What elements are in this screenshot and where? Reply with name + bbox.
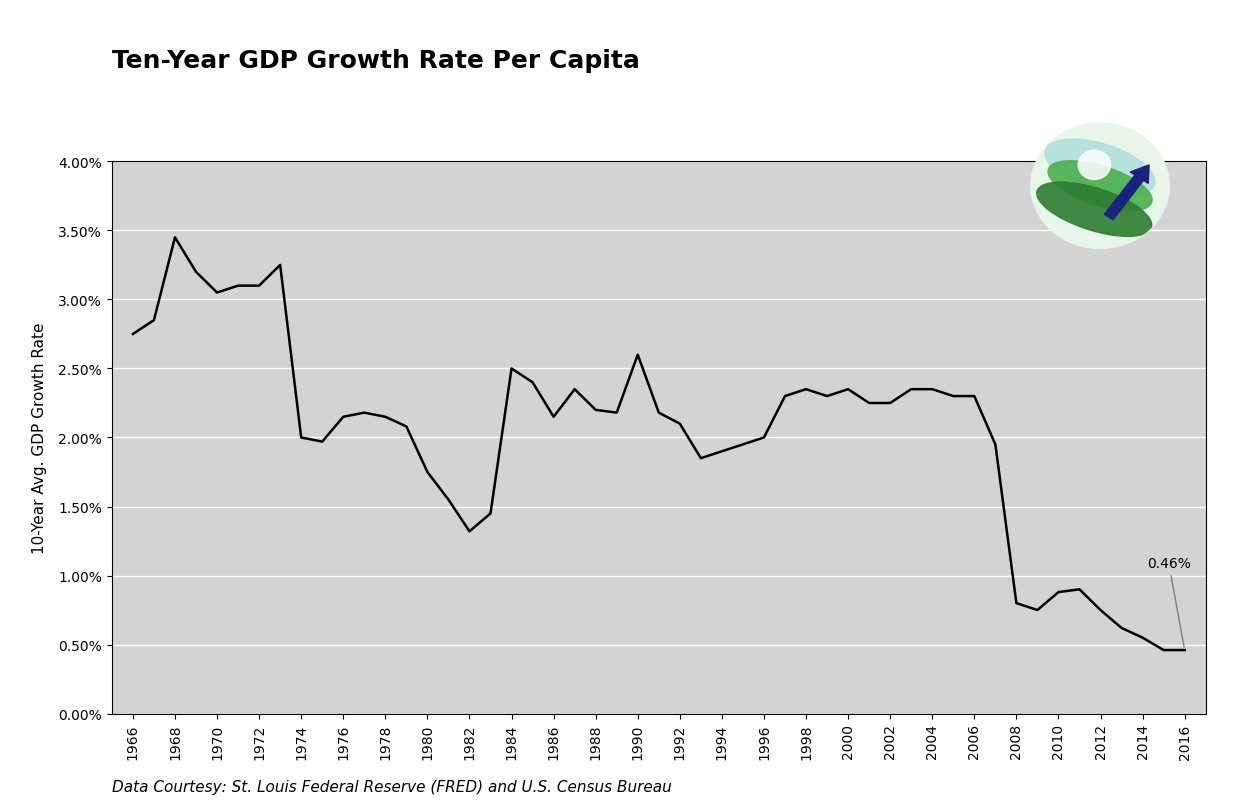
- Ellipse shape: [1045, 140, 1155, 196]
- Ellipse shape: [1048, 161, 1152, 212]
- FancyArrow shape: [1105, 165, 1149, 221]
- Circle shape: [1030, 124, 1170, 249]
- Circle shape: [1078, 151, 1110, 180]
- Ellipse shape: [1037, 183, 1152, 237]
- Text: Ten-Year GDP Growth Rate Per Capita: Ten-Year GDP Growth Rate Per Capita: [112, 49, 640, 73]
- Text: 0.46%: 0.46%: [1147, 556, 1191, 647]
- Y-axis label: 10-Year Avg. GDP Growth Rate: 10-Year Avg. GDP Growth Rate: [32, 322, 47, 554]
- Text: Data Courtesy: St. Louis Federal Reserve (FRED) and U.S. Census Bureau: Data Courtesy: St. Louis Federal Reserve…: [112, 779, 671, 793]
